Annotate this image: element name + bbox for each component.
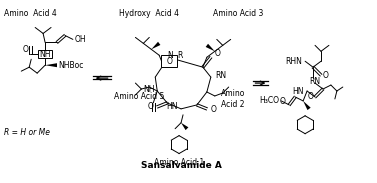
Text: O: O: [323, 71, 329, 80]
Text: NH: NH: [143, 85, 154, 94]
Polygon shape: [181, 123, 188, 130]
Text: R: R: [177, 51, 182, 60]
Bar: [161, 55, 177, 67]
Text: O: O: [211, 105, 217, 114]
Text: O: O: [147, 102, 153, 111]
Text: Sansalvamide A: Sansalvamide A: [141, 161, 222, 170]
Text: O: O: [22, 45, 28, 54]
Text: Hydroxy  Acid 4: Hydroxy Acid 4: [118, 9, 179, 18]
Text: OH: OH: [75, 35, 86, 44]
Text: Amino
Acid 2: Amino Acid 2: [221, 89, 245, 109]
Text: NH: NH: [39, 50, 51, 59]
Text: H₃CO: H₃CO: [259, 96, 279, 105]
Text: HN: HN: [293, 87, 304, 96]
Text: RHN: RHN: [285, 57, 302, 66]
Polygon shape: [151, 42, 161, 49]
Text: O: O: [307, 92, 313, 101]
Text: HN: HN: [167, 102, 178, 111]
Bar: [38, 50, 52, 58]
Text: Amino  Acid 4: Amino Acid 4: [5, 9, 57, 18]
Text: N: N: [167, 51, 173, 60]
Text: Amino Acid 5: Amino Acid 5: [113, 92, 164, 101]
Text: O: O: [215, 49, 221, 58]
Text: R = H or Me: R = H or Me: [5, 128, 51, 137]
Text: RN: RN: [309, 76, 320, 86]
Polygon shape: [303, 101, 311, 110]
Text: Amino Acid 1: Amino Acid 1: [154, 158, 204, 167]
Text: Amino Acid 3: Amino Acid 3: [213, 9, 263, 18]
Text: O: O: [279, 97, 285, 107]
Polygon shape: [206, 44, 215, 51]
Polygon shape: [45, 63, 57, 67]
Text: NHBoc: NHBoc: [58, 61, 83, 70]
Text: RN: RN: [215, 71, 226, 80]
Text: O: O: [166, 57, 172, 66]
